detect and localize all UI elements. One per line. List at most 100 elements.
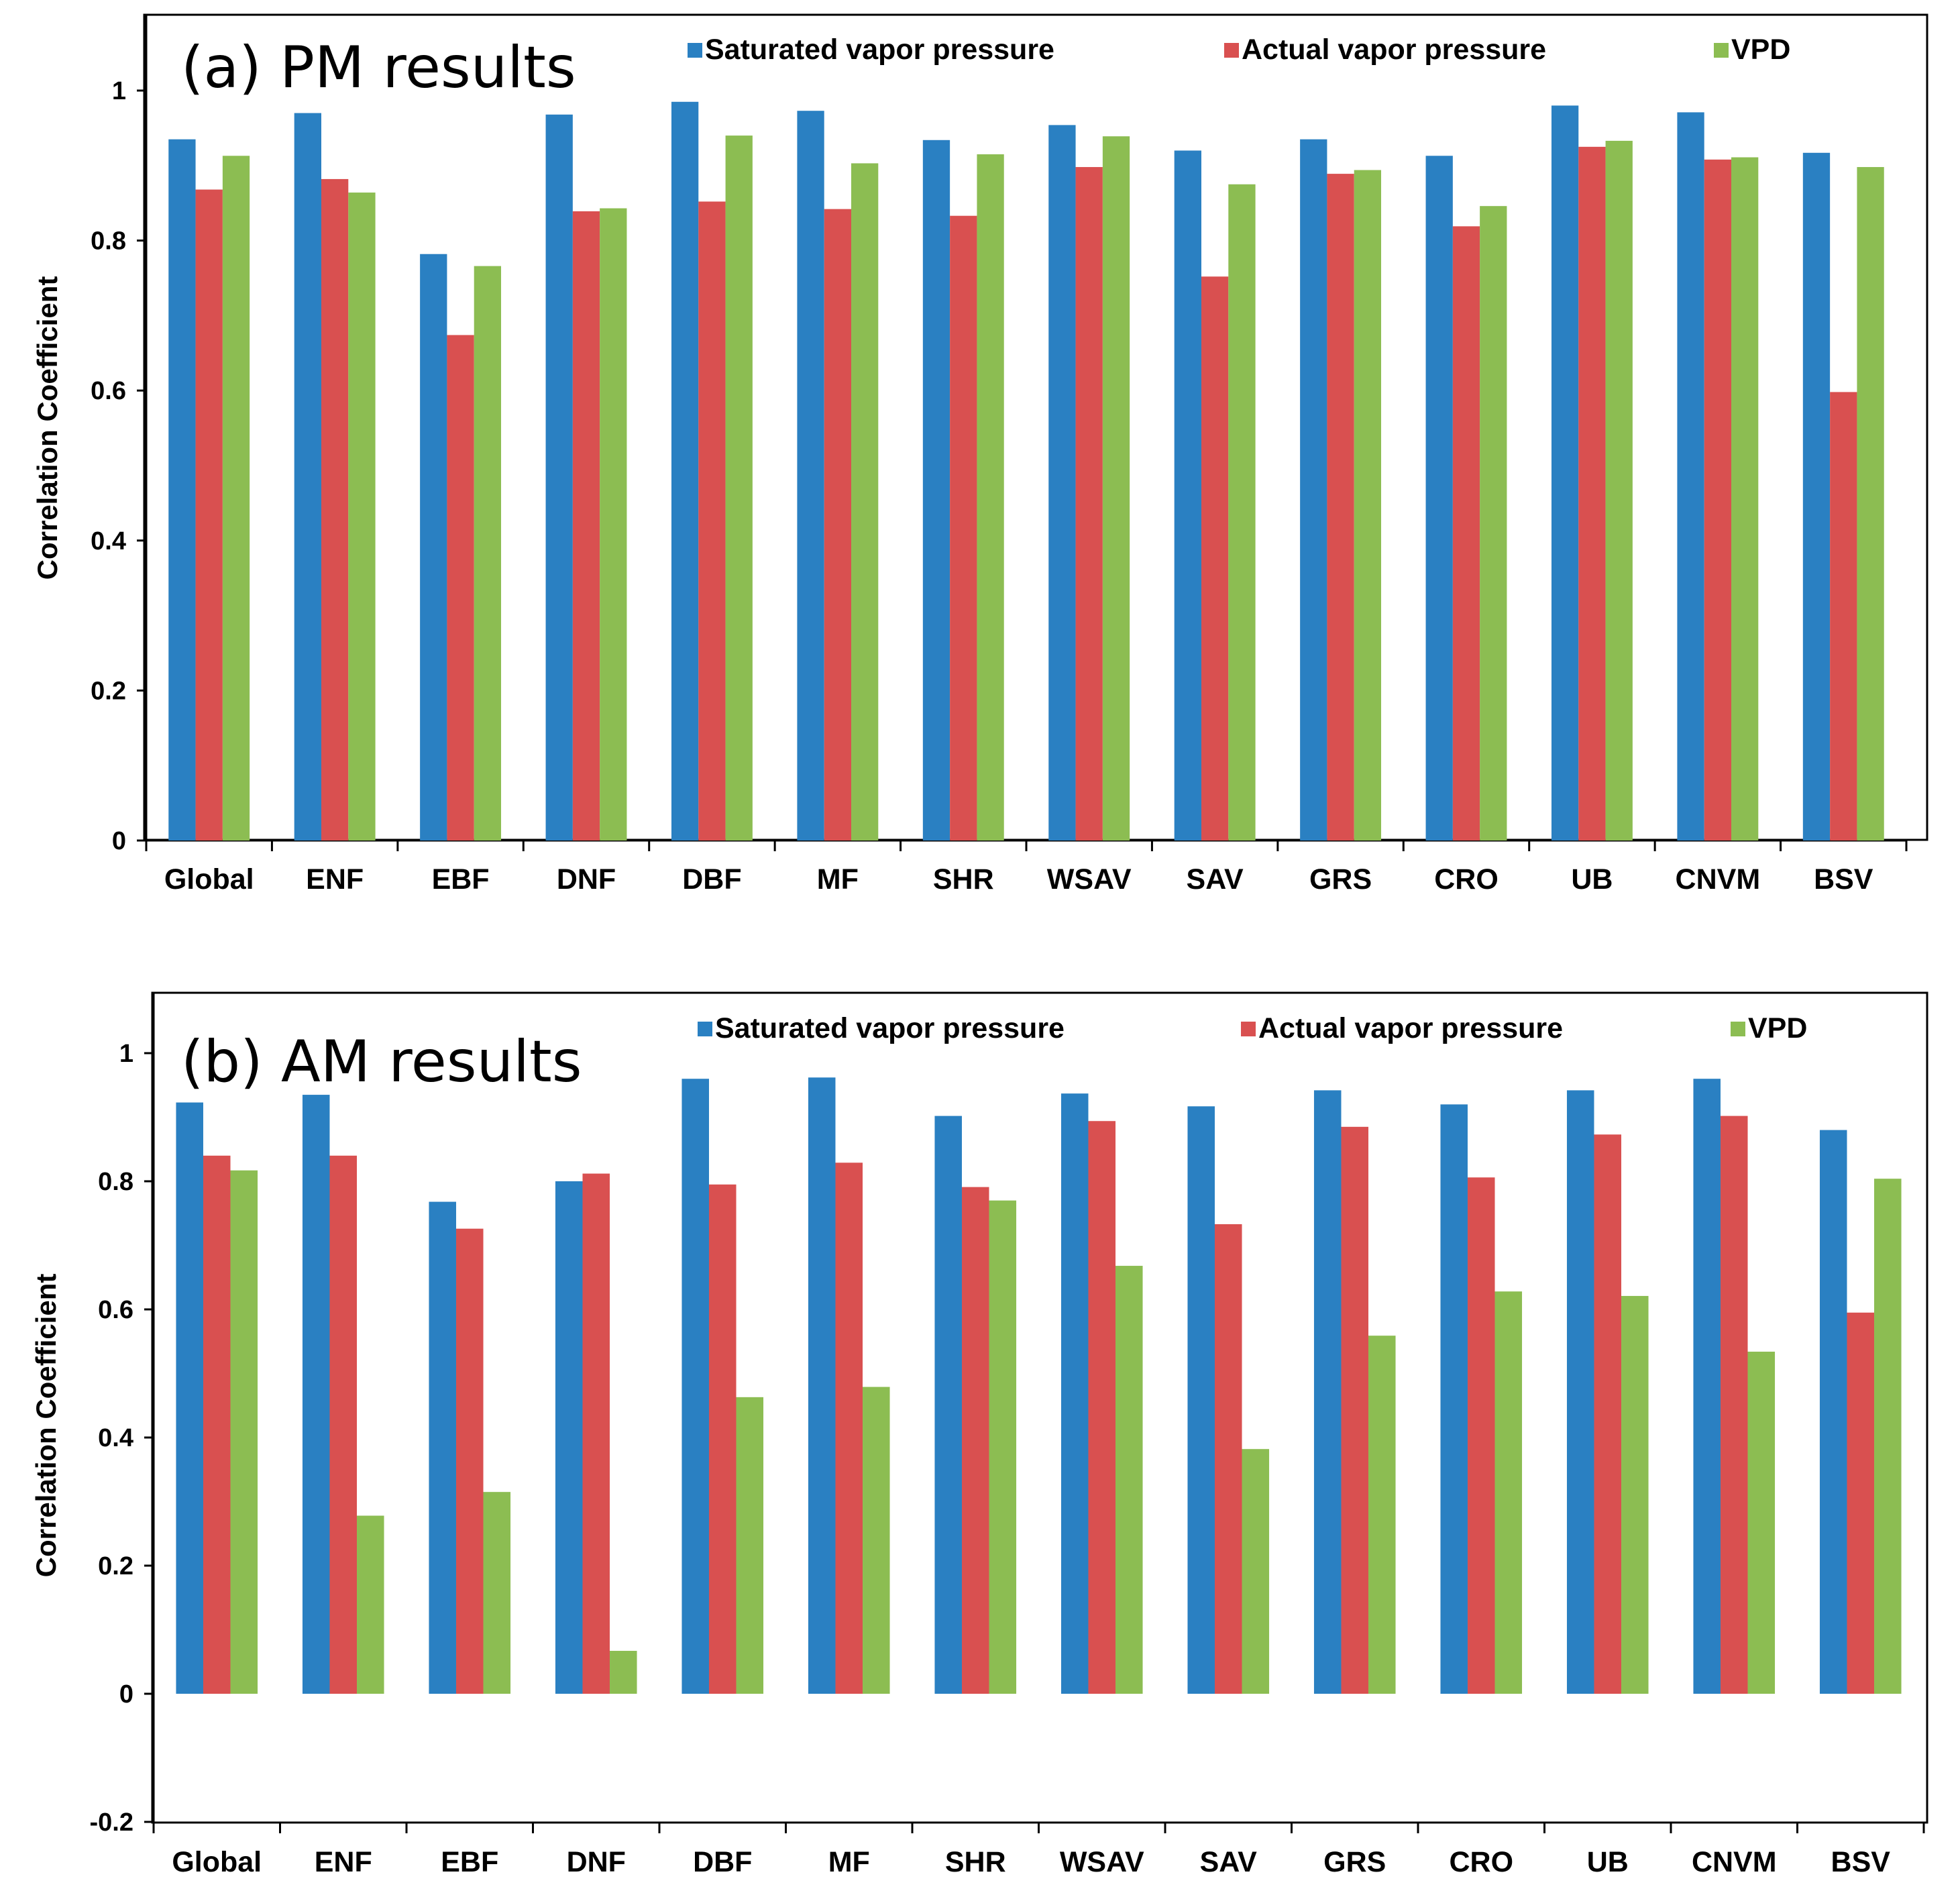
bar-sav-saturated-vapor-pressure [1187,1106,1215,1694]
bar-grs-saturated-vapor-pressure [1313,1090,1342,1694]
y-axis-title: Correlation Coefficient [32,276,63,580]
legend-label: Actual vapor pressure [1242,34,1546,66]
bar-sav-actual-vapor-pressure [1214,1224,1242,1694]
bar-grs-actual-vapor-pressure [1341,1126,1369,1694]
y-tick-label: 0.2 [98,1552,133,1580]
bar-global-actual-vapor-pressure [203,1155,231,1694]
bar-wsav-actual-vapor-pressure [1088,1121,1116,1694]
bar-bsv-vpd [1857,167,1884,841]
bar-dnf-vpd [610,1651,637,1694]
bar-enf-actual-vapor-pressure [321,178,349,841]
plot-frame [143,13,1928,841]
bar-mf-saturated-vapor-pressure [808,1077,836,1694]
bar-cro-saturated-vapor-pressure [1440,1104,1468,1694]
x-tick-label: WSAV [1047,863,1132,896]
bar-bsv-saturated-vapor-pressure [1802,152,1831,841]
bar-wsav-saturated-vapor-pressure [1060,1093,1089,1694]
y-tick-label: 0.4 [91,527,126,555]
bar-grs-vpd [1354,170,1382,841]
bar-dnf-actual-vapor-pressure [582,1173,610,1694]
y-tick-label: 0.6 [98,1296,133,1324]
bar-global-vpd [222,156,250,841]
panel-title: (a) PM results [181,34,576,101]
bar-shr-actual-vapor-pressure [961,1187,989,1694]
legend-label: Saturated vapor pressure [715,1012,1065,1044]
bar-cnvm-actual-vapor-pressure [1720,1116,1748,1694]
x-tick-label: ENF [306,863,364,896]
bar-dbf-saturated-vapor-pressure [682,1079,709,1694]
legend-swatch [1241,1022,1256,1036]
bar-ub-saturated-vapor-pressure [1566,1090,1594,1694]
bar-ebf-actual-vapor-pressure [455,1228,484,1694]
bar-shr-vpd [989,1200,1017,1694]
legend-label: VPD [1731,34,1790,66]
bar-dnf-saturated-vapor-pressure [545,114,573,841]
bar-cnvm-vpd [1731,157,1759,841]
y-tick-label: 1 [119,1040,133,1068]
bar-cro-vpd [1480,206,1507,841]
bar-global-saturated-vapor-pressure [168,139,196,841]
bar-cnvm-saturated-vapor-pressure [1693,1079,1721,1694]
x-tick-label: Global [172,1846,262,1878]
bar-cnvm-vpd [1747,1352,1776,1694]
y-tick-label: 0.8 [98,1168,133,1196]
bar-enf-vpd [357,1515,384,1694]
x-tick-label: MF [828,1846,870,1878]
legend-swatch [688,43,702,58]
bar-bsv-vpd [1874,1179,1902,1694]
bar-sav-saturated-vapor-pressure [1174,150,1201,841]
legend-label: VPD [1748,1012,1807,1044]
bar-global-actual-vapor-pressure [195,189,223,841]
bar-enf-saturated-vapor-pressure [302,1095,330,1694]
bar-ebf-actual-vapor-pressure [447,335,474,841]
panel-a: 0 0.2 0.4 0.6 0.8 1 Correlation Coefficient (a)… [32,13,1928,896]
y-tick-label: 0.2 [91,677,126,705]
bar-wsav-saturated-vapor-pressure [1048,125,1076,841]
x-tick-label: DBF [682,863,741,896]
legend-label: Actual vapor pressure [1258,1012,1563,1044]
bar-dbf-vpd [736,1397,764,1694]
bar-cnvm-saturated-vapor-pressure [1677,112,1704,841]
bar-cro-actual-vapor-pressure [1467,1177,1495,1694]
bar-shr-vpd [977,154,1004,841]
bar-dnf-saturated-vapor-pressure [555,1181,583,1694]
y-tick-label: 0 [119,1680,133,1709]
x-tick-label: UB [1587,1846,1629,1878]
legend-swatch [1224,43,1239,58]
y-tick-label: -0.2 [90,1808,133,1837]
x-tick-label: UB [1571,863,1613,896]
panel-b: -0.2 0 0.2 0.4 0.6 0.8 1 Correlation Coefficien… [30,991,1928,1878]
bar-global-vpd [230,1170,258,1694]
y-axis-title: Correlation Coefficient [30,1274,62,1578]
x-tick-label: BSV [1831,1846,1891,1878]
y-tick-label: 0 [112,827,126,855]
bar-ub-actual-vapor-pressure [1594,1134,1622,1694]
bar-shr-actual-vapor-pressure [950,215,977,841]
x-tick-label: CNVM [1692,1846,1777,1878]
x-tick-label: DNF [557,863,616,896]
bar-ub-actual-vapor-pressure [1578,146,1606,841]
x-tick-label: SHR [933,863,994,896]
y-tick-label: 0.4 [98,1424,133,1452]
legend-swatch [1731,1022,1745,1036]
bar-mf-actual-vapor-pressure [835,1162,863,1694]
x-tick-label: ENF [315,1846,372,1878]
bar-shr-saturated-vapor-pressure [922,140,950,841]
bar-cro-vpd [1494,1291,1523,1694]
x-tick-label: SAV [1200,1846,1258,1878]
plot-frame [151,991,1928,1824]
bar-dbf-vpd [725,136,753,841]
x-tick-label: DBF [693,1846,752,1878]
bar-wsav-vpd [1102,136,1130,841]
legend-label: Saturated vapor pressure [705,34,1054,66]
bar-grs-actual-vapor-pressure [1327,174,1354,841]
y-tick-label: 1 [112,77,126,105]
bar-dbf-actual-vapor-pressure [708,1184,737,1694]
x-tick-label: EBF [432,863,490,896]
bar-sav-actual-vapor-pressure [1201,276,1229,841]
bar-ebf-vpd [474,266,502,841]
x-tick-label: CRO [1434,863,1499,896]
bar-dbf-actual-vapor-pressure [698,201,726,841]
bar-dnf-actual-vapor-pressure [572,211,600,841]
